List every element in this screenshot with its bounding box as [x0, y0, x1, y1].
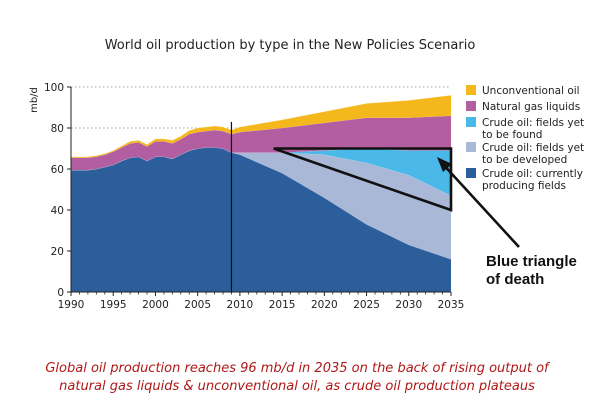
legend-swatch-1 [466, 101, 476, 111]
overlay [230, 121, 453, 292]
annotation-text-1: of death [486, 271, 544, 288]
legend-label-4-1: producing fields [482, 180, 566, 192]
area-series-0 [71, 147, 451, 292]
x-tick-label-2010: 2010 [227, 299, 254, 311]
legend-label-3-1: to be developed [482, 154, 567, 166]
legend-label-1-0: Natural gas liquids [482, 101, 580, 113]
legend-swatch-4 [466, 168, 476, 178]
blue-triangle-outline [273, 147, 453, 212]
y-tick-label-80: 80 [51, 123, 64, 135]
chart-title: World oil production by type in the New … [105, 38, 476, 53]
legend-label-4-0: Crude oil: currently [482, 168, 583, 180]
y-tick-label-60: 60 [51, 164, 64, 176]
annotation-arrow-line [439, 160, 520, 248]
caption-line-2: natural gas liquids & unconventional oil… [59, 379, 535, 394]
area-series-2 [71, 147, 451, 196]
legend: Unconventional oil Natural gas liquids Cru… [466, 85, 584, 192]
x-tick-label-2015: 2015 [269, 299, 296, 311]
x-tick-label-2020: 2020 [311, 299, 338, 311]
x-tick-label-2035: 2035 [438, 299, 465, 311]
axes: 1990 1995 2000 2005 2010 2015 2020 2025 2030 2035… [44, 82, 464, 311]
area-series-3 [71, 115, 451, 171]
caption-line-1: Global oil production reaches 96 mb/d in… [45, 361, 551, 376]
y-tick-label-100: 100 [44, 82, 64, 94]
legend-swatch-0 [466, 85, 476, 95]
legend-label-0-0: Unconventional oil [482, 85, 580, 97]
x-tick-label-1990: 1990 [58, 299, 85, 311]
legend-label-3-0: Crude oil: fields yet [482, 142, 584, 154]
y-axis-label: mb/d [29, 87, 40, 113]
area-series-4 [71, 95, 451, 158]
x-tick-label-2030: 2030 [395, 299, 422, 311]
legend-label-2-1: to be found [482, 129, 542, 141]
area-series [71, 94, 452, 292]
y-tick-label-40: 40 [51, 205, 64, 217]
x-tick-label-2000: 2000 [142, 299, 169, 311]
annotation-arrowhead [437, 157, 452, 172]
y-tick-label-0: 0 [57, 287, 64, 299]
x-tick-label-2005: 2005 [184, 299, 211, 311]
x-tick-label-2025: 2025 [353, 299, 380, 311]
legend-label-2-0: Crude oil: fields yet [482, 117, 584, 129]
area-edge-4 [71, 94, 452, 157]
x-tick-label-1995: 1995 [100, 299, 127, 311]
annotation-text-0: Blue triangle [486, 253, 577, 270]
legend-swatch-2 [466, 117, 476, 127]
legend-swatch-3 [466, 142, 476, 152]
y-tick-label-20: 20 [51, 246, 64, 258]
area-series-1 [71, 147, 451, 260]
